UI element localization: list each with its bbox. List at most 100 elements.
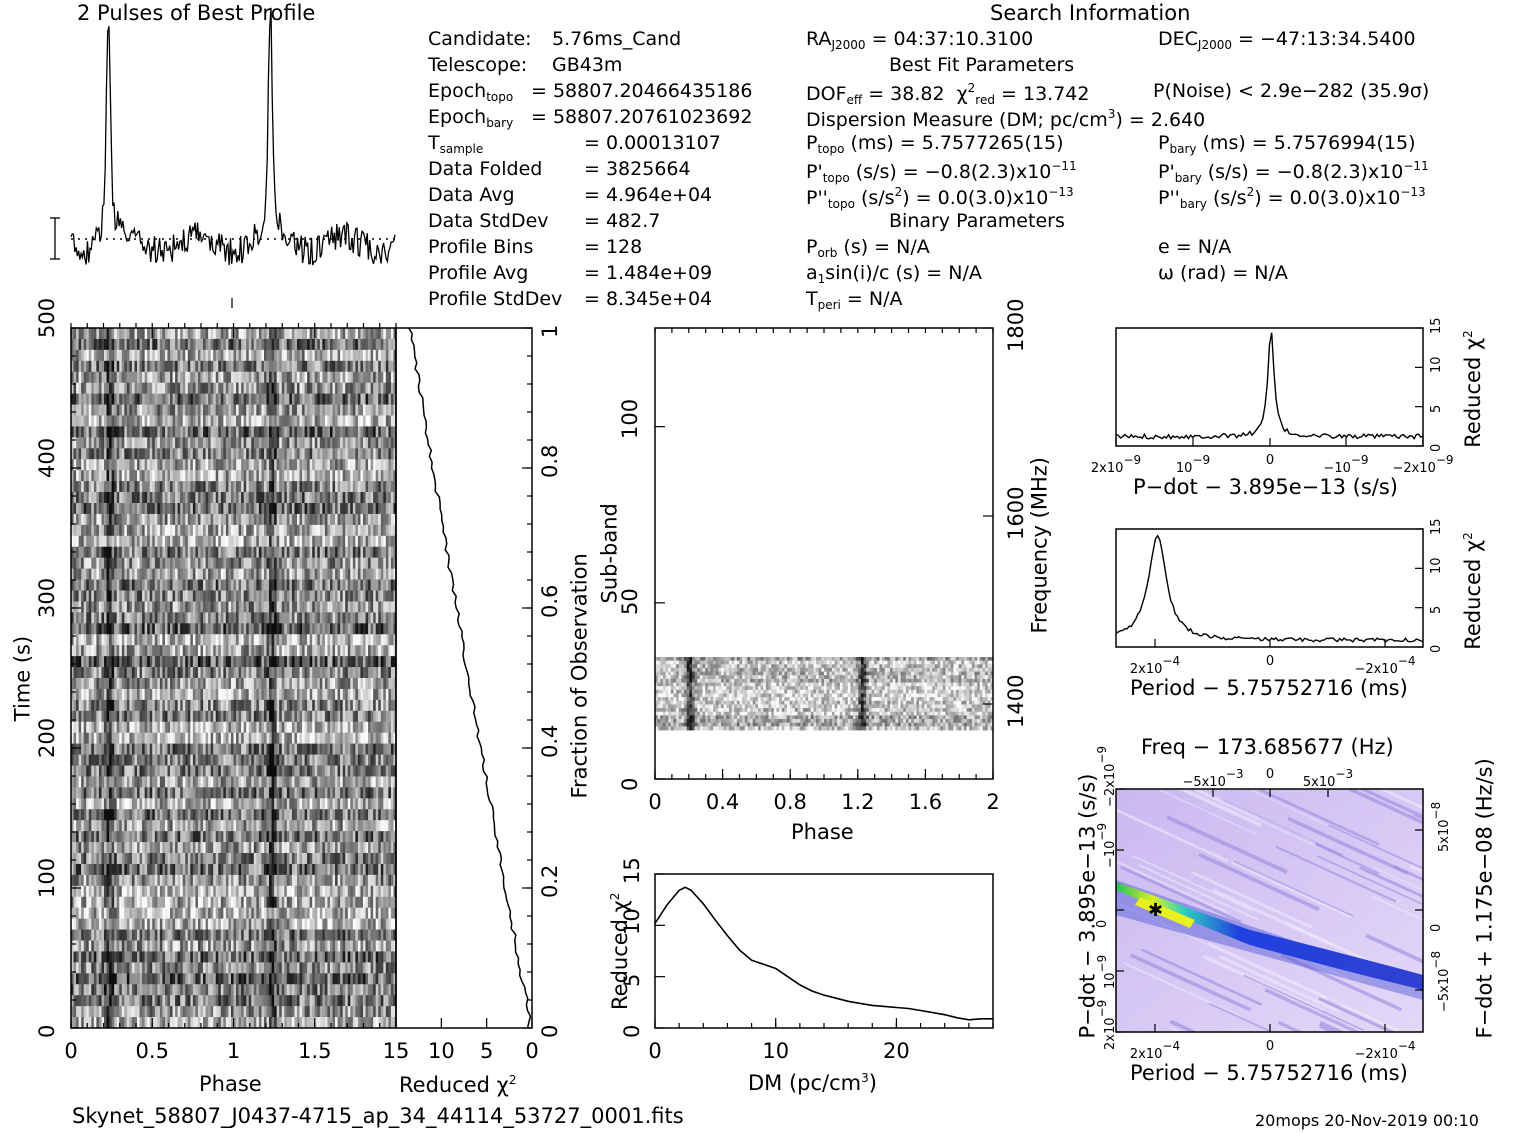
tp-cell bbox=[159, 448, 163, 460]
tp-cell bbox=[210, 656, 214, 668]
tp-cell bbox=[258, 667, 262, 679]
tp-cell bbox=[76, 393, 80, 405]
tp-cell bbox=[147, 535, 151, 548]
tp-cell bbox=[81, 382, 85, 395]
tp-cell bbox=[91, 535, 95, 548]
tp-cell bbox=[370, 393, 374, 405]
tp-cell bbox=[78, 568, 82, 580]
tp-cell bbox=[149, 328, 153, 340]
tp-cell bbox=[78, 612, 82, 624]
tp-cell bbox=[134, 404, 138, 416]
tp-cell bbox=[241, 634, 245, 646]
tp-cell bbox=[104, 448, 107, 460]
tp-cell bbox=[281, 382, 285, 395]
tp-cell bbox=[385, 710, 389, 723]
tp-cell bbox=[164, 699, 168, 712]
tp-cell bbox=[131, 568, 135, 580]
tp-cell bbox=[210, 459, 214, 471]
tp-cell bbox=[73, 437, 77, 449]
tp-cell bbox=[309, 481, 313, 493]
tp-cell bbox=[329, 688, 333, 701]
tp-cell bbox=[76, 360, 80, 373]
tp-cell bbox=[373, 721, 377, 734]
tp-cell bbox=[205, 437, 209, 449]
tp-cell bbox=[124, 448, 128, 460]
tp-cell bbox=[210, 404, 214, 416]
tp-cell bbox=[157, 393, 161, 405]
tp-cell bbox=[93, 546, 97, 559]
tp-cell bbox=[322, 721, 326, 734]
tp-cell bbox=[228, 371, 232, 384]
tp-cell bbox=[104, 667, 107, 679]
tp-cell bbox=[317, 535, 321, 548]
tp-cell bbox=[86, 415, 90, 427]
tp-cell bbox=[109, 590, 113, 602]
tp-cell bbox=[205, 393, 209, 405]
tp-cell bbox=[109, 415, 113, 427]
tp-cell bbox=[129, 688, 133, 701]
tp-cell bbox=[208, 721, 212, 734]
tp-cell bbox=[324, 688, 328, 701]
tp-cell bbox=[385, 688, 389, 701]
tp-cell bbox=[114, 360, 118, 373]
tp-cell bbox=[86, 535, 90, 548]
tp-cell bbox=[126, 579, 130, 591]
tp-cell bbox=[101, 448, 105, 460]
tp-cell bbox=[373, 448, 377, 460]
tp-cell bbox=[225, 732, 229, 745]
tp-cell bbox=[337, 382, 341, 395]
tp-cell bbox=[185, 667, 189, 679]
tp-cell bbox=[286, 710, 290, 723]
tp-cell bbox=[203, 710, 206, 723]
tp-cell bbox=[251, 492, 255, 504]
tp-cell bbox=[81, 699, 85, 712]
tp-cell bbox=[134, 492, 138, 504]
tp-cell bbox=[281, 360, 285, 373]
tp-cell bbox=[200, 349, 204, 362]
tp-cell bbox=[195, 492, 199, 504]
tp-cell bbox=[329, 437, 333, 449]
tp-cell bbox=[124, 688, 128, 701]
tp-cell bbox=[302, 382, 305, 395]
tp-cell bbox=[170, 524, 173, 537]
tp-cell bbox=[149, 513, 153, 526]
tp-cell bbox=[266, 503, 270, 515]
tp-cell bbox=[147, 546, 151, 559]
tp-cell bbox=[258, 535, 262, 548]
tp-cell bbox=[378, 590, 382, 602]
tp-cell bbox=[251, 513, 255, 526]
tp-cell bbox=[241, 470, 245, 482]
tp-cell bbox=[362, 623, 366, 635]
tp-cell bbox=[190, 459, 194, 471]
tp-cell bbox=[383, 415, 387, 427]
tp-cell bbox=[284, 667, 288, 679]
tp-cell bbox=[210, 568, 214, 580]
tp-cell bbox=[101, 524, 105, 537]
tp-cell bbox=[248, 349, 252, 362]
tp-cell bbox=[223, 678, 227, 690]
tp-cell bbox=[83, 590, 87, 602]
tp-cell bbox=[347, 732, 351, 745]
tp-cell bbox=[223, 382, 227, 395]
tp-cell bbox=[251, 426, 255, 438]
tp-cell bbox=[203, 656, 206, 668]
tp-cell bbox=[96, 590, 100, 602]
tp-cell bbox=[248, 546, 252, 559]
tp-cell bbox=[162, 404, 166, 416]
tp-cell bbox=[154, 678, 158, 690]
tp-cell bbox=[347, 492, 351, 504]
tp-cell bbox=[276, 623, 280, 635]
tp-cell bbox=[114, 426, 118, 438]
tp-cell bbox=[263, 459, 267, 471]
tp-cell bbox=[383, 612, 387, 624]
tp-cell bbox=[195, 481, 199, 493]
tp-cell bbox=[175, 382, 179, 395]
tp-cell bbox=[228, 656, 232, 668]
tp-cell bbox=[109, 710, 113, 723]
tp-cell bbox=[203, 546, 206, 559]
tp-cell bbox=[314, 393, 318, 405]
tp-cell bbox=[263, 634, 267, 646]
tp-cell bbox=[101, 634, 105, 646]
tp-cell bbox=[302, 568, 305, 580]
tp-cell bbox=[230, 349, 234, 362]
